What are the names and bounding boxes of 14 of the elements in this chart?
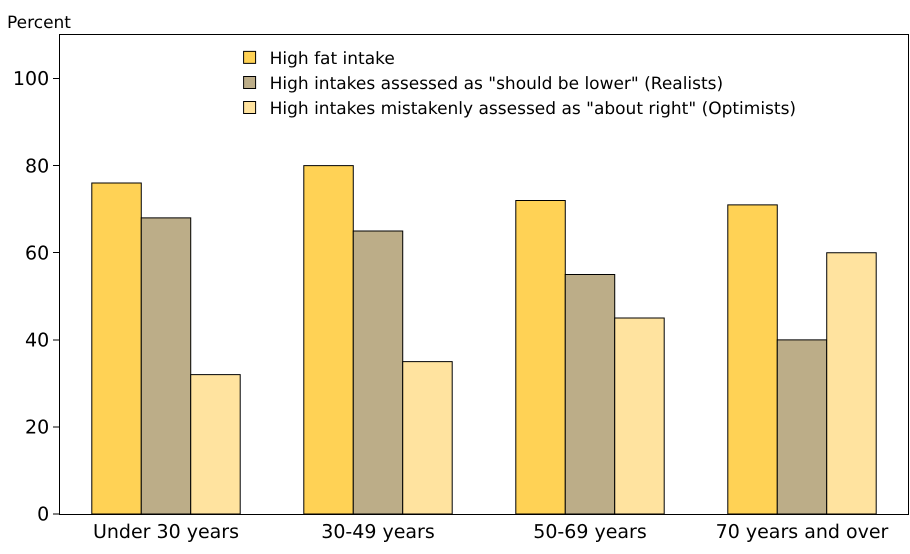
y-tick-label: 80 [25,155,50,178]
x-tick-label: 30-49 years [321,520,435,543]
y-tick-label: 40 [25,329,50,352]
x-tick-label: 50-69 years [533,520,647,543]
y-tick-label: 60 [25,242,50,264]
y-axis-title: Percent [7,13,72,33]
y-tick-label: 100 [12,68,50,90]
y-tick-label: 20 [25,416,50,439]
legend-label: High intakes assessed as "should be lower" (Realists) [270,74,724,94]
x-tick-label: 70 years and over [716,520,889,543]
legend-label: High fat intake [270,48,395,69]
x-tick-label: Under 30 years [92,520,240,543]
legend-label: High intakes mistakenly assessed as "about right" (Optimists) [270,99,796,120]
y-tick-label: 0 [37,504,50,526]
